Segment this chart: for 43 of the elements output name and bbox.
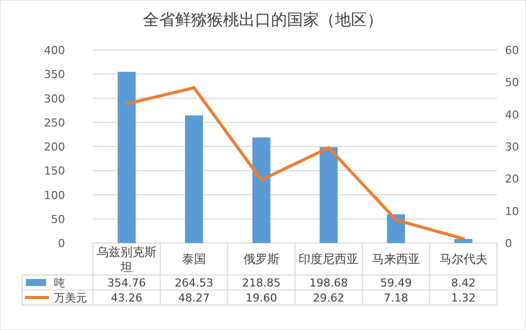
- x-tick-label: 泰国: [182, 252, 206, 266]
- data-label: 8.42: [451, 276, 476, 290]
- y2-tick-label: 30: [505, 140, 519, 154]
- data-label: 43.26: [110, 292, 142, 304]
- data-label: 354.76: [107, 276, 146, 290]
- bar: [118, 72, 136, 243]
- bar: [185, 115, 203, 243]
- y-tick-label: 300: [44, 92, 65, 106]
- data-label: 59.49: [380, 276, 412, 290]
- y2-tick-label: 40: [505, 108, 519, 122]
- legend-label: 万美元: [54, 292, 87, 304]
- data-label: 198.68: [309, 276, 348, 290]
- x-tick-label: 乌兹别克斯坦: [96, 245, 157, 274]
- x-tick-label: 俄罗斯: [243, 252, 280, 266]
- data-label: 29.62: [312, 292, 344, 304]
- chart-title: 全省鲜猕猴桃出口的国家（地区）: [143, 10, 383, 29]
- data-label: 48.27: [178, 292, 210, 304]
- bar: [387, 214, 405, 243]
- data-label: 19.60: [246, 292, 278, 304]
- y-tick-label: 150: [44, 164, 65, 178]
- y-tick-label: 250: [44, 116, 65, 130]
- x-tick-label: 马尔代夫: [439, 252, 488, 266]
- data-label: 1.32: [451, 292, 476, 304]
- x-tick-label: 印度尼西亚: [298, 252, 359, 266]
- y2-tick-label: 50: [505, 76, 519, 90]
- y-tick-label: 0: [58, 237, 65, 250]
- data-label: 264.53: [174, 276, 214, 290]
- data-label: 218.85: [242, 276, 281, 290]
- data-label: 7.18: [384, 292, 408, 304]
- y-tick-label: 50: [51, 212, 65, 226]
- legend-label: 吨: [54, 276, 65, 290]
- bar: [454, 238, 472, 243]
- y-tick-label: 350: [44, 68, 65, 82]
- y-tick-label: 200: [44, 140, 65, 154]
- y2-tick-label: 20: [505, 172, 519, 186]
- y-tick-label: 400: [44, 44, 65, 57]
- y-tick-label: 100: [44, 188, 65, 202]
- y2-tick-label: 0: [505, 237, 512, 250]
- bar: [252, 137, 270, 243]
- x-tick-label: 马来西亚: [372, 252, 420, 266]
- bar: [320, 147, 338, 243]
- y2-tick-label: 60: [505, 44, 519, 57]
- y2-tick-label: 10: [505, 204, 519, 218]
